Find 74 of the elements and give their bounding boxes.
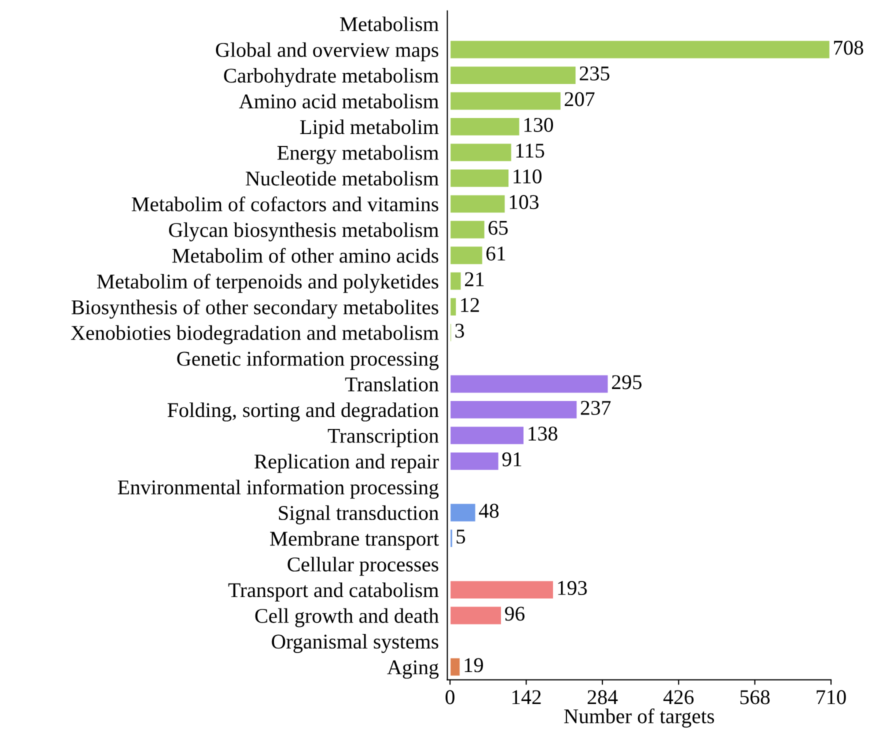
bar [449,374,609,394]
data-label: 65 [488,220,508,235]
data-label: 91 [502,452,522,466]
y-tick-label: Folding, sorting and degradation [168,402,439,422]
y-tick-label: Genetic information processing [177,350,439,370]
y-tick-label: Lipid metabolim [300,120,439,138]
bar [449,296,458,317]
bar [449,426,525,446]
x-tick-label: 710 [816,690,846,704]
bar [449,528,454,548]
y-tick-label: Transcription [328,428,439,448]
bar [449,220,486,240]
data-label: 237 [580,400,611,415]
bar [449,502,476,522]
x-tick-label: 284 [588,690,618,704]
y-tick-label: Xenobioties biodegradation and metabolism [70,325,439,344]
bar [449,271,462,291]
bar [449,606,502,626]
bar [449,657,461,677]
data-label: 708 [834,40,864,55]
y-tick-label: Glycan biosynthesis metabolism [169,222,439,242]
bar [449,65,577,86]
data-label: 295 [612,375,642,390]
y-tick-label: Global and overview maps [216,42,438,62]
data-label: 193 [558,581,587,596]
y-tick-label: Cell growth and death [255,608,439,628]
y-tick-label: Metabolim of other amino acids [172,248,438,263]
bar [449,400,578,420]
data-label: 115 [516,144,544,158]
data-label: 19 [464,658,483,672]
bar [449,40,830,60]
data-label: 61 [486,246,506,261]
y-tick-label: Membrane transport [270,531,439,550]
y-tick-label: Organismal systems [272,634,438,653]
data-label: 48 [478,504,499,518]
data-label: 138 [528,426,558,441]
y-tick-label: Cellular processes [288,556,438,576]
bar [449,168,510,188]
y-tick-label: Signal transduction [278,505,439,524]
x-tick-label: 568 [740,690,770,704]
bar [449,194,506,214]
bar [449,246,484,266]
x-tick-label: 0 [446,690,454,704]
y-tick-label: Carbohydrate metabolism [224,68,439,88]
bar [449,91,562,111]
y-tick-label: Metabolim of terpenoids and polyketides [97,274,438,293]
y-tick-label: Replication and repair [254,454,439,473]
data-label: 5 [456,530,466,544]
y-tick-label: Biosynthesis of other secondary metabolites [72,299,438,319]
data-label: 12 [461,298,479,312]
y-tick-label: Amino acid metabolism [239,94,439,108]
bar [449,142,512,162]
y-tick-label: Energy metabolism [277,145,439,164]
y-tick-label: Aging [387,660,439,679]
data-label: 235 [580,66,610,80]
y-tick-label: Translation [345,376,439,392]
y-tick-label: Nucleotide metabolism [246,170,439,186]
data-label: 3 [455,324,464,338]
data-label: 207 [564,92,595,106]
y-tick-label: Environmental information processing [118,480,439,499]
data-label: 96 [504,606,525,621]
data-label: 21 [464,272,484,286]
x-axis-title: Number of targets [564,708,714,728]
data-label: 103 [510,195,539,210]
y-tick-label: Transport and catabolism [228,582,439,602]
data-label: 130 [524,118,554,132]
bar [449,580,554,600]
bar [449,116,520,137]
bar [449,451,500,471]
y-tick-label: Metabolism [340,16,439,32]
x-tick-label: 426 [663,690,694,704]
y-tick-label: Metabolim of cofactors and vitamins [132,196,438,212]
x-tick-label: 142 [512,690,541,704]
data-label: 110 [514,169,542,184]
